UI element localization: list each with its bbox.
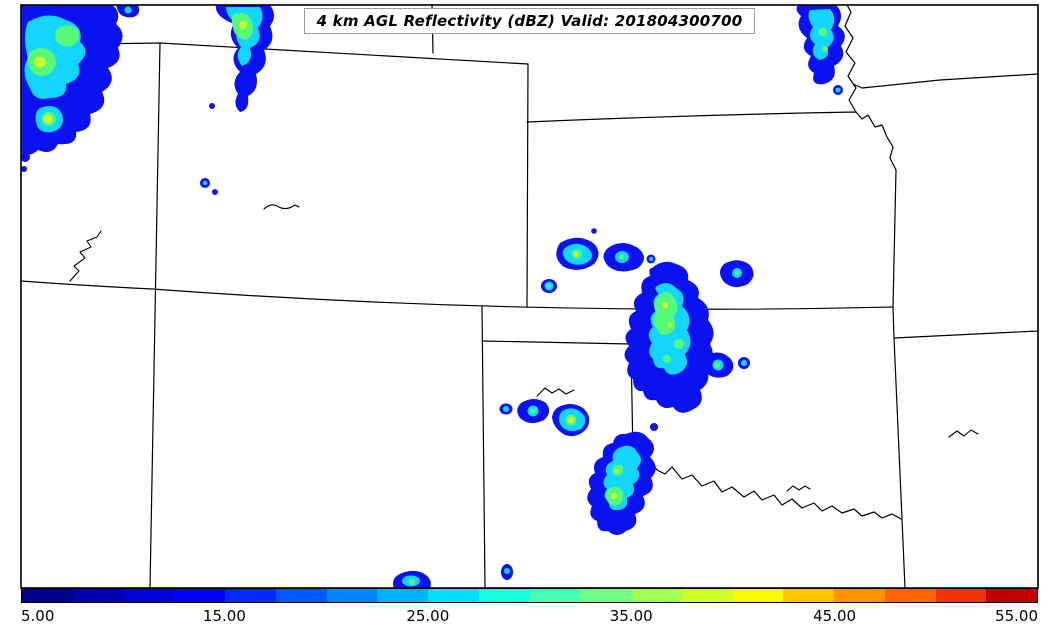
contour-yellowgreen [614,468,620,474]
contour-yellowgreen [34,56,46,68]
radar-cell-bottom-edge [393,564,513,588]
colorbar-segment [123,589,175,602]
contour-cyan [503,406,509,412]
border-41n-wyoming-colorado [89,42,529,65]
border-109w-colorado-newmexico-west [149,42,161,588]
contour-blue [209,103,215,109]
contour-yellowgreen [43,114,53,124]
colorbar-tick-label: 5.00 [21,607,55,625]
border-nebraska-wyoming [431,5,434,54]
border-missouri-arkansas [893,330,1038,339]
radar-cell-north-central [209,5,274,112]
colorbar-tick-label: 25.00 [406,607,450,625]
contour-cyan [835,87,841,93]
colorbar-segment [783,589,834,602]
reflectivity-cells [21,5,845,588]
contour-blue [650,423,658,431]
contour-green [547,284,551,288]
colorbar-segment [174,589,225,602]
contour-yellowgreen [573,251,579,257]
radar-cell-northeast [796,5,845,95]
contour-green [818,27,828,37]
contour-green [674,339,684,349]
colorbar [21,588,1038,603]
border-iowa-missouri [852,73,1038,89]
contour-yellowgreen [662,302,668,308]
contour-blue [212,189,218,195]
radar-cell-central-kansas [541,228,656,293]
radar-cell-main-storm [624,260,754,431]
contour-cyan [202,180,208,186]
radar-cell-nw-colorado [200,178,218,195]
contour-blue [21,166,27,172]
lake-blue-mesa [263,204,300,210]
border-red-river [632,457,902,520]
lakes [69,204,979,492]
contour-cyan [649,257,653,261]
contour-blue [21,152,30,162]
contour-yellowgreen [667,322,673,328]
colorbar-segment [935,589,987,602]
border-oklahoma-arkansas [893,337,903,520]
border-texas-arkansas [901,518,906,588]
colorbar-segment [631,589,682,602]
border-nebraska-iowa-missouri-river [844,5,857,113]
colorbar-segment [275,589,327,602]
colorbar-segment [529,589,581,602]
colorbar-tick-label: 35.00 [609,607,653,625]
colorbar-segment [428,589,479,602]
contour-blue [591,228,597,234]
colorbar-segment [478,589,530,602]
colorbar-segment [884,589,936,602]
colorbar-ticks: 5.00 15.00 25.00 35.00 45.00 55.00 [21,607,1038,629]
radar-cell-nw-corner [21,5,140,172]
border-colorado-kansas-102w [526,63,529,308]
border-37n-colorado-kansas-south [21,280,894,310]
contour-green [619,254,625,260]
colorbar-segment [22,589,73,602]
lake-powell [69,230,102,282]
lake-texoma [786,485,811,492]
map-frame [20,4,1039,589]
contour-yellowgreen [239,21,247,29]
colorbar-segment [377,589,428,602]
contour-yellow [569,418,573,422]
border-oklahoma-panhandle-south [481,340,632,345]
contour-cyan [504,568,510,574]
contour-cyan [124,6,132,14]
contour-green [530,408,536,414]
contour-green [55,25,80,47]
contour-green [822,46,828,52]
lake-meredith [536,387,575,397]
colorbar-segment [225,589,276,602]
colorbar-segment [732,589,784,602]
colorbar-tick-label: 45.00 [813,607,857,625]
contour-green [734,270,740,276]
contour-yellowgreen [611,493,617,499]
border-kansas-missouri [892,169,897,339]
border-newmexico-texas-103w [481,305,486,588]
border-kansas-nebraska-40n [526,111,897,171]
colorbar-segment [834,589,885,602]
colorbar-tick-label: 15.00 [202,607,246,625]
contour-green [409,579,415,585]
state-borders [21,5,1038,588]
colorbar-segment [681,589,733,602]
colorbar-segment [986,589,1037,602]
lake-ouachita [948,429,979,438]
radar-cell-sw-oklahoma [587,431,656,535]
colorbar-segment [72,589,124,602]
colorbar-tick-label: 55.00 [995,607,1038,625]
contour-cyan [741,360,747,366]
colorbar-segment [326,589,378,602]
contour-green [714,362,720,368]
contour-green [663,355,671,363]
radar-cell-texas-panhandle [499,399,590,437]
colorbar-segment [580,589,631,602]
